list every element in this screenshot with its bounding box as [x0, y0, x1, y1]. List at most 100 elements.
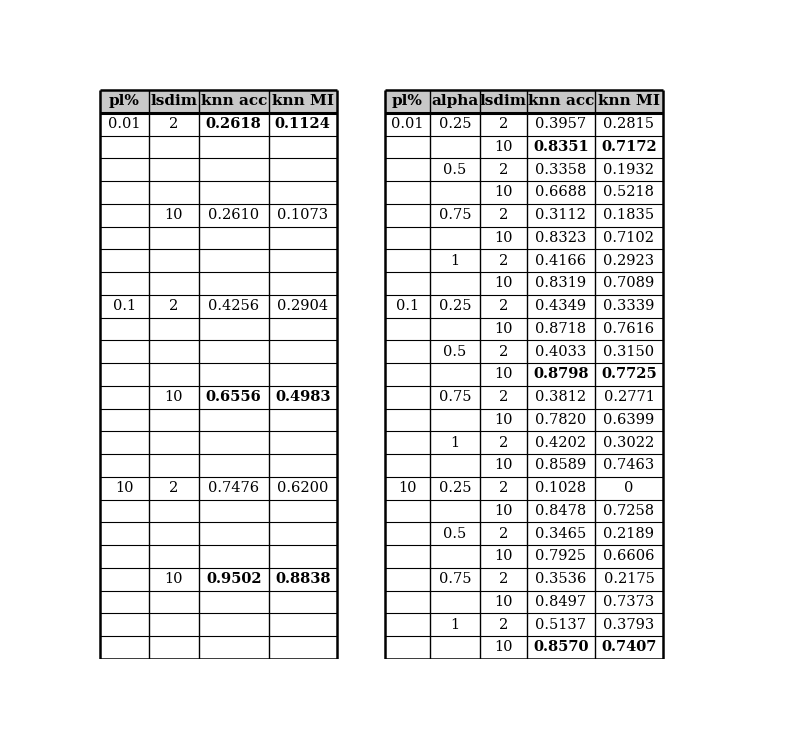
Text: 10: 10 [495, 368, 513, 382]
Text: 0.3812: 0.3812 [535, 391, 586, 404]
Text: 0.4349: 0.4349 [535, 299, 586, 313]
Text: 0.4983: 0.4983 [275, 391, 330, 404]
Bar [100, 90, 148, 113]
Text: 2: 2 [498, 345, 508, 359]
Text: 0.3339: 0.3339 [604, 299, 655, 313]
Text: 0.5: 0.5 [444, 527, 466, 541]
Text: 0.3112: 0.3112 [535, 208, 586, 222]
Text: 0.2771: 0.2771 [604, 391, 655, 404]
Text: 0.7463: 0.7463 [604, 459, 655, 473]
Text: 0.7725: 0.7725 [601, 368, 657, 382]
Text: 0.7476: 0.7476 [208, 481, 259, 495]
Text: lsdim: lsdim [480, 94, 527, 108]
Text: 0.1835: 0.1835 [604, 208, 655, 222]
Bar [385, 90, 430, 113]
Text: 10: 10 [495, 231, 513, 245]
Text: 0.8589: 0.8589 [535, 459, 586, 473]
Bar [268, 90, 337, 113]
Text: pl%: pl% [109, 94, 140, 108]
Text: 0.8351: 0.8351 [533, 140, 589, 154]
Text: 0.3957: 0.3957 [535, 117, 586, 131]
Text: 2: 2 [498, 572, 508, 586]
Text: knn acc: knn acc [528, 94, 594, 108]
Text: 2: 2 [169, 481, 178, 495]
Text: 0.6688: 0.6688 [535, 185, 586, 199]
Text: 0.1028: 0.1028 [535, 481, 586, 495]
Text: 0.7820: 0.7820 [535, 413, 586, 427]
Text: 0.1073: 0.1073 [277, 208, 328, 222]
Text: 0.7616: 0.7616 [604, 322, 655, 336]
Text: 0.4166: 0.4166 [535, 253, 586, 268]
Text: 10: 10 [164, 391, 183, 404]
Text: knn acc: knn acc [200, 94, 267, 108]
Text: 10: 10 [495, 185, 513, 199]
Text: 0.8497: 0.8497 [535, 595, 586, 609]
Text: 2: 2 [498, 618, 508, 632]
Text: 10: 10 [495, 413, 513, 427]
Text: 2: 2 [498, 253, 508, 268]
Text: 0.4033: 0.4033 [535, 345, 586, 359]
Text: 0.8838: 0.8838 [275, 572, 330, 586]
Text: 0.4256: 0.4256 [208, 299, 259, 313]
Text: 0.5: 0.5 [444, 345, 466, 359]
Text: 0.7258: 0.7258 [604, 504, 655, 518]
Text: 2: 2 [498, 436, 508, 450]
Text: 0.8718: 0.8718 [535, 322, 586, 336]
Text: 0.5218: 0.5218 [604, 185, 655, 199]
Text: 0.7172: 0.7172 [601, 140, 657, 154]
Text: lsdim: lsdim [150, 94, 197, 108]
Text: 10: 10 [164, 572, 183, 586]
Text: 0.2610: 0.2610 [208, 208, 259, 222]
Text: 0.2175: 0.2175 [604, 572, 655, 586]
Text: 0.1124: 0.1124 [275, 117, 330, 131]
Text: 0.3022: 0.3022 [604, 436, 655, 450]
Text: 0.5137: 0.5137 [535, 618, 586, 632]
Text: 0.8323: 0.8323 [535, 231, 586, 245]
Text: 0.01: 0.01 [108, 117, 141, 131]
Text: 0.25: 0.25 [439, 117, 471, 131]
Text: 0.25: 0.25 [439, 299, 471, 313]
Text: 0.75: 0.75 [439, 208, 471, 222]
Text: 2: 2 [498, 299, 508, 313]
Text: 0.2618: 0.2618 [206, 117, 261, 131]
Text: 10: 10 [495, 550, 513, 563]
Text: 0.8570: 0.8570 [533, 640, 589, 654]
Text: pl%: pl% [392, 94, 423, 108]
Text: 2: 2 [498, 481, 508, 495]
Text: 0.2923: 0.2923 [604, 253, 655, 268]
Text: 0.3793: 0.3793 [604, 618, 655, 632]
Text: 10: 10 [495, 640, 513, 654]
Text: 0.7407: 0.7407 [601, 640, 657, 654]
Text: 0.4202: 0.4202 [535, 436, 586, 450]
Text: 10: 10 [164, 208, 183, 222]
Text: 0.3150: 0.3150 [604, 345, 655, 359]
Text: 0.8478: 0.8478 [535, 504, 586, 518]
Text: 0: 0 [624, 481, 633, 495]
Text: knn MI: knn MI [598, 94, 660, 108]
Text: 2: 2 [498, 208, 508, 222]
Bar [148, 90, 199, 113]
Text: 0.3536: 0.3536 [535, 572, 586, 586]
Text: 10: 10 [495, 459, 513, 473]
Text: 0.1932: 0.1932 [604, 163, 655, 176]
Text: 0.3358: 0.3358 [535, 163, 586, 176]
Text: 1: 1 [451, 436, 459, 450]
Bar [595, 90, 663, 113]
Bar [480, 90, 527, 113]
Text: 10: 10 [495, 504, 513, 518]
Text: 10: 10 [495, 276, 513, 290]
Bar [385, 113, 663, 659]
Text: 0.7925: 0.7925 [535, 550, 586, 563]
Text: 2: 2 [498, 391, 508, 404]
Text: 10: 10 [398, 481, 417, 495]
Text: 10: 10 [495, 140, 513, 154]
Text: 2: 2 [498, 163, 508, 176]
Text: 0.8319: 0.8319 [535, 276, 586, 290]
Text: 10: 10 [115, 481, 133, 495]
Text: 0.1: 0.1 [113, 299, 136, 313]
Bar [527, 90, 595, 113]
Text: 0.25: 0.25 [439, 481, 471, 495]
Text: alpha: alpha [432, 94, 479, 108]
Text: 0.75: 0.75 [439, 391, 471, 404]
Text: 0.01: 0.01 [391, 117, 424, 131]
